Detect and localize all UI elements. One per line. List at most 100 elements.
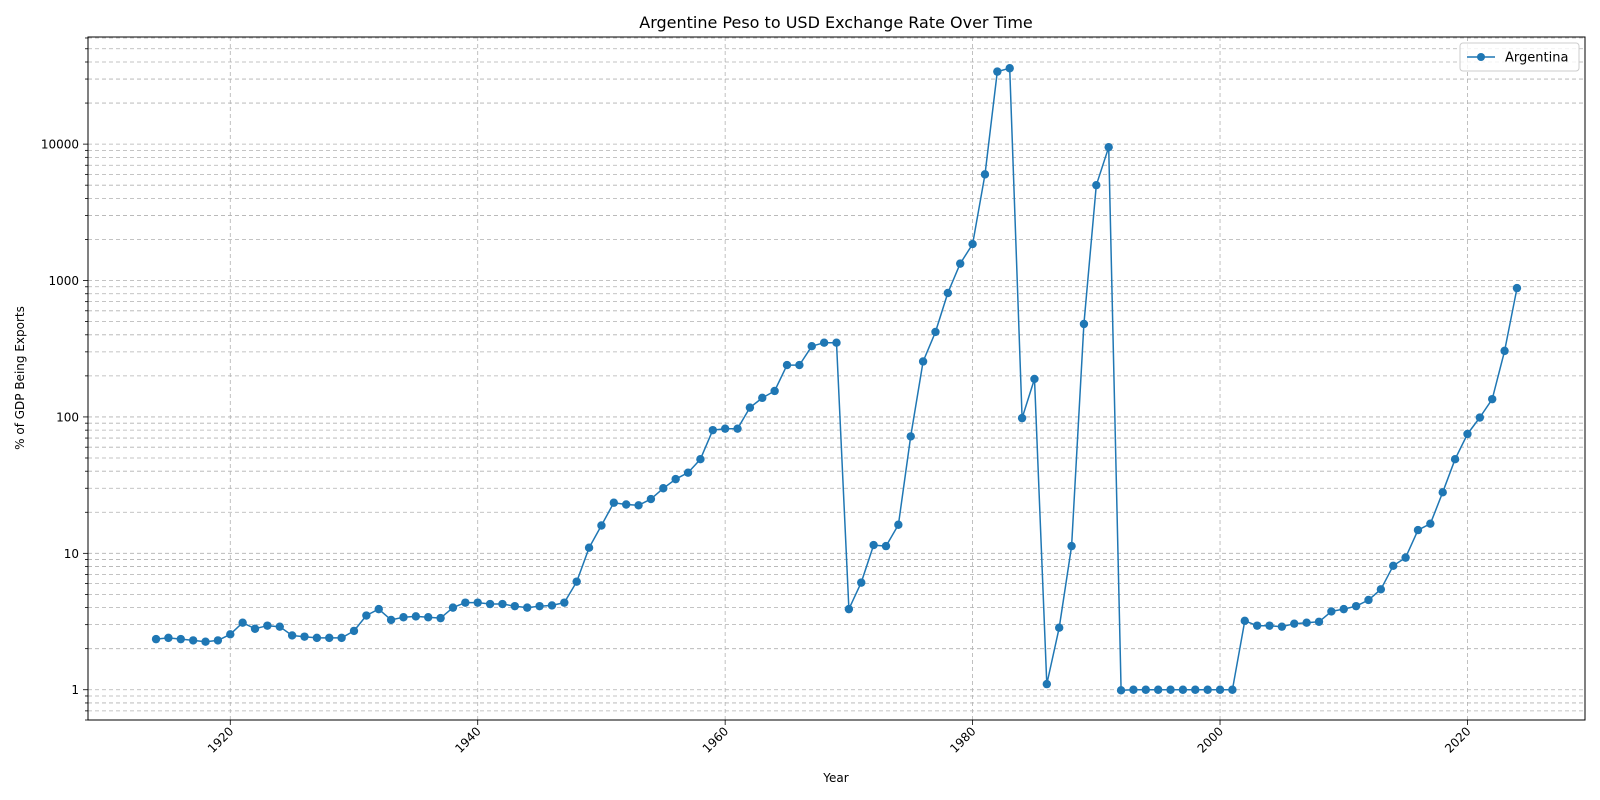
data-point [1290,619,1299,628]
data-point [263,621,272,630]
data-point [1228,685,1237,694]
data-point [671,474,680,484]
data-point [461,598,470,607]
data-point [312,633,322,643]
y-tick-label: 10000 [41,138,79,152]
data-point [1005,64,1014,73]
data-point [473,598,482,607]
data-point [1178,685,1188,694]
data-point [708,425,717,435]
data-point [1413,525,1423,535]
data-point [1116,686,1126,695]
data-point [1141,685,1150,694]
data-point [1314,617,1324,626]
data-point [362,611,371,620]
data-point [1030,374,1039,384]
data-point [424,613,433,622]
data-point [1277,622,1287,631]
data-point [1240,616,1249,626]
plot-area-frame [87,36,1586,721]
data-point [1265,621,1274,630]
data-point [621,500,631,509]
data-point [1153,685,1163,694]
data-point [560,598,569,607]
data-point [1512,283,1522,293]
data-point [498,599,507,609]
grid-lines [88,37,1585,721]
data-point [696,454,705,464]
data-point [659,484,668,493]
data-point [634,501,643,510]
data-point [918,357,928,366]
data-point [275,622,284,631]
data-point [1017,413,1027,423]
data-point [176,634,185,644]
data-point [1166,685,1175,694]
data-point [720,424,730,433]
data-point [399,613,408,622]
data-point [770,386,779,396]
data-point [758,393,767,403]
data-point [374,604,383,614]
data-point [1104,142,1113,152]
data-point [201,637,210,646]
data-point [584,543,594,552]
data-point [287,631,297,640]
data-point [337,633,346,643]
data-point [1191,685,1200,694]
data-point [411,612,421,621]
legend-label: Argentina [1505,51,1568,66]
data-point [894,520,903,529]
data-point [782,360,792,370]
data-point [1475,413,1485,422]
data-point [832,338,841,347]
data-point [968,239,977,249]
data-point [795,360,804,370]
data-point [609,498,619,507]
data-point [547,601,557,610]
data-point [1426,519,1435,528]
data-point [844,604,854,614]
data-point [510,601,520,611]
data-point [300,632,309,641]
legend-box [1459,42,1580,72]
data-point [164,633,173,643]
chart-title: Argentine Peso to USD Exchange Rate Over… [639,13,1033,32]
data-point [857,578,866,587]
data-point [485,599,495,609]
data-point [1252,621,1262,630]
data-point [448,603,458,612]
data-point [1364,595,1373,605]
data-point [151,634,161,644]
data-point [535,601,544,611]
data-point [597,521,606,530]
data-point [386,615,396,625]
legend-marker [1477,53,1485,61]
data-point [1067,541,1076,551]
data-point [745,403,755,412]
data-point [226,630,235,639]
legend: Argentina [1459,42,1580,72]
series-layer [151,64,1522,695]
data-point [1302,618,1311,627]
data-point [1488,394,1497,404]
y-axis-label: % of GDP Being Exports [13,306,27,450]
data-point [1203,685,1212,694]
data-point [1500,346,1509,356]
data-point [1327,607,1336,616]
data-point [993,67,1002,76]
data-point [572,577,581,586]
data-point [956,259,965,268]
y-tick-label: 1000 [48,274,79,288]
data-point [1339,604,1348,614]
data-point [325,633,334,643]
data-point [436,613,445,623]
data-point [906,432,915,441]
y-axis-ticks: 1 10 100 1000 10000 [41,37,88,721]
data-point [1450,454,1460,464]
x-axis-label: Year [822,771,848,785]
data-point [238,618,247,627]
data-point [1401,553,1410,562]
